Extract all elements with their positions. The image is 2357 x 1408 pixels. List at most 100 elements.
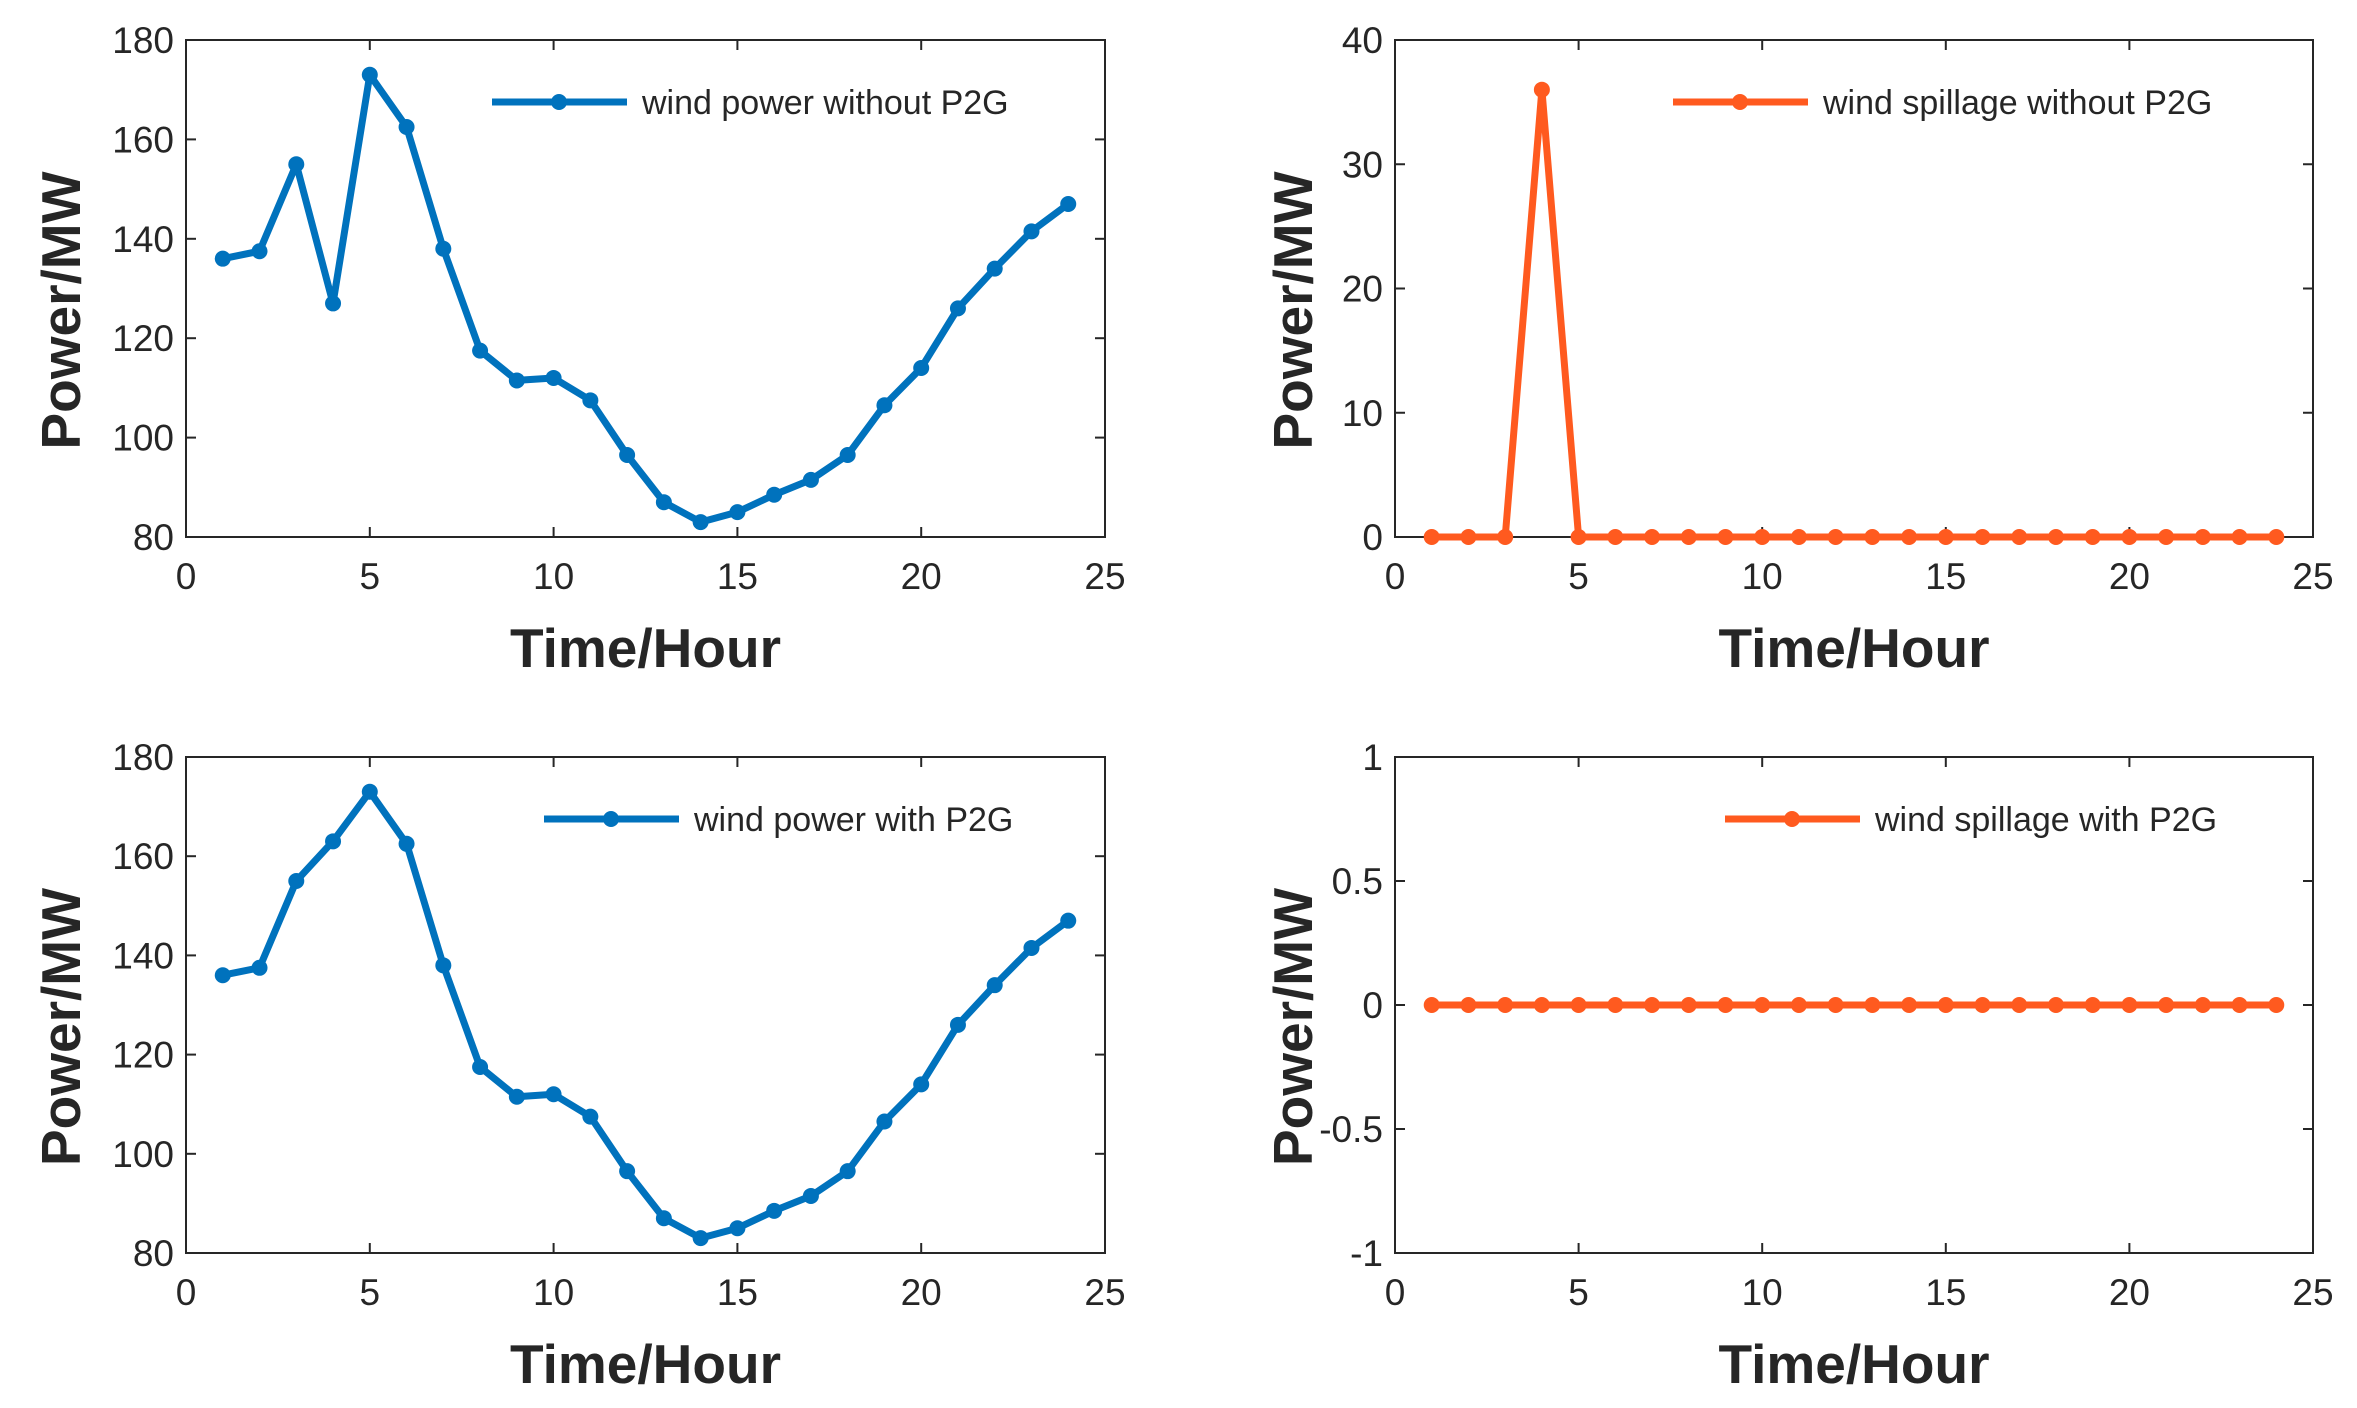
series-layer: [1423, 81, 2285, 545]
y-tick-label: 0.5: [1332, 861, 1383, 902]
legend-label: wind spillage without P2G: [1822, 84, 2212, 122]
data-point: [472, 1059, 489, 1075]
data-point: [1717, 529, 1734, 545]
data-point: [1607, 997, 1624, 1013]
data-point: [361, 66, 378, 83]
data-point: [2268, 997, 2285, 1013]
data-point: [1060, 912, 1077, 929]
x-tick-label: 0: [176, 556, 197, 597]
x-axis-label: Time/Hour: [1719, 1333, 1990, 1395]
y-tick-label: 100: [112, 1134, 174, 1175]
x-ticks: 0 5 10 15 20 25: [1385, 757, 2334, 1313]
data-point: [398, 118, 415, 135]
data-point: [1533, 997, 1550, 1013]
x-tick-label: 5: [1568, 1272, 1589, 1313]
legend: wind spillage with P2G: [1725, 801, 2217, 839]
y-tick-label: 1: [1362, 737, 1383, 778]
data-point: [986, 977, 1003, 994]
data-point: [2231, 529, 2248, 545]
series-line: [1431, 86, 2277, 541]
y-tick-label: -0.5: [1319, 1109, 1383, 1150]
data-point: [1827, 997, 1844, 1013]
series-layer: [214, 66, 1077, 531]
y-tick-label: 30: [1342, 144, 1383, 185]
data-point: [2231, 997, 2248, 1013]
data-point: [1423, 997, 1440, 1013]
x-tick-label: 20: [901, 556, 942, 597]
data-point: [1423, 529, 1440, 545]
x-axis-label: Time/Hour: [510, 617, 781, 679]
data-point: [839, 1163, 856, 1180]
data-point: [1827, 529, 1844, 545]
data-point: [1974, 529, 1991, 545]
data-point: [1060, 196, 1077, 213]
legend-marker: [1732, 94, 1748, 110]
data-point: [986, 260, 1003, 277]
data-point: [1533, 81, 1550, 98]
data-point: [582, 1108, 599, 1125]
data-point: [1644, 529, 1661, 545]
x-tick-label: 5: [360, 1272, 381, 1313]
chart-wind-power-with-p2g: 0 5 10 15 20 25 80 100 120 140 160 180 Time/Hour P…: [30, 737, 1126, 1395]
y-tick-label: 180: [112, 737, 174, 778]
y-tick-label: 10: [1342, 393, 1383, 434]
data-point: [2194, 529, 2211, 545]
x-tick-label: 25: [2292, 1272, 2333, 1313]
y-ticks: 80 100 120 140 160 180: [112, 20, 1105, 558]
x-tick-label: 5: [1568, 556, 1589, 597]
data-point: [1460, 529, 1477, 545]
y-tick-label: 80: [133, 517, 174, 558]
data-point: [655, 494, 672, 511]
y-ticks: 0 10 20 30 40: [1342, 20, 2313, 558]
data-point: [1570, 529, 1587, 545]
data-point: [214, 967, 231, 984]
data-point: [802, 471, 819, 488]
data-point: [435, 957, 452, 974]
data-point: [251, 243, 268, 260]
plot-frame: [185, 39, 1106, 538]
data-point: [1864, 997, 1881, 1013]
data-point: [876, 397, 893, 414]
data-point: [325, 833, 342, 850]
data-point: [1644, 997, 1661, 1013]
data-point: [288, 156, 305, 173]
y-ticks: 80 100 120 140 160 180: [112, 737, 1105, 1274]
y-tick-label: 80: [133, 1233, 174, 1274]
x-axis-label: Time/Hour: [1719, 617, 1990, 679]
x-tick-label: 5: [360, 556, 381, 597]
y-tick-label: 180: [112, 20, 174, 61]
data-point: [2084, 529, 2101, 545]
data-point: [655, 1210, 672, 1227]
data-point: [1497, 997, 1514, 1013]
x-axis-label: Time/Hour: [510, 1333, 781, 1395]
legend-label: wind spillage with P2G: [1874, 801, 2217, 839]
data-point: [839, 446, 856, 463]
y-tick-label: 0: [1362, 517, 1383, 558]
chart-wind-spillage-with-p2g: 0 5 10 15 20 25 -1 -0.5 0 0.5 1 Time/Hour Power/M…: [1262, 737, 2334, 1395]
data-point: [1937, 529, 1954, 545]
series-layer: [1423, 997, 2285, 1013]
data-point: [2194, 997, 2211, 1013]
y-tick-label: 160: [112, 836, 174, 877]
data-point: [1680, 997, 1697, 1013]
data-point: [2047, 997, 2064, 1013]
data-point: [508, 1088, 525, 1105]
legend: wind spillage without P2G: [1673, 84, 2212, 122]
data-point: [545, 1086, 562, 1103]
y-tick-label: 140: [112, 935, 174, 976]
y-tick-label: 40: [1342, 20, 1383, 61]
data-point: [2268, 529, 2285, 545]
data-point: [1974, 997, 1991, 1013]
y-tick-label: -1: [1350, 1233, 1383, 1274]
y-tick-label: 140: [112, 219, 174, 260]
legend: wind power without P2G: [492, 84, 1009, 122]
x-tick-label: 15: [717, 556, 758, 597]
series-line: [222, 71, 1071, 526]
y-axis-label: Power/MW: [30, 171, 92, 449]
legend-marker: [551, 94, 567, 110]
y-tick-label: 0: [1362, 985, 1383, 1026]
x-tick-label: 25: [1084, 1272, 1125, 1313]
data-point: [2011, 529, 2028, 545]
